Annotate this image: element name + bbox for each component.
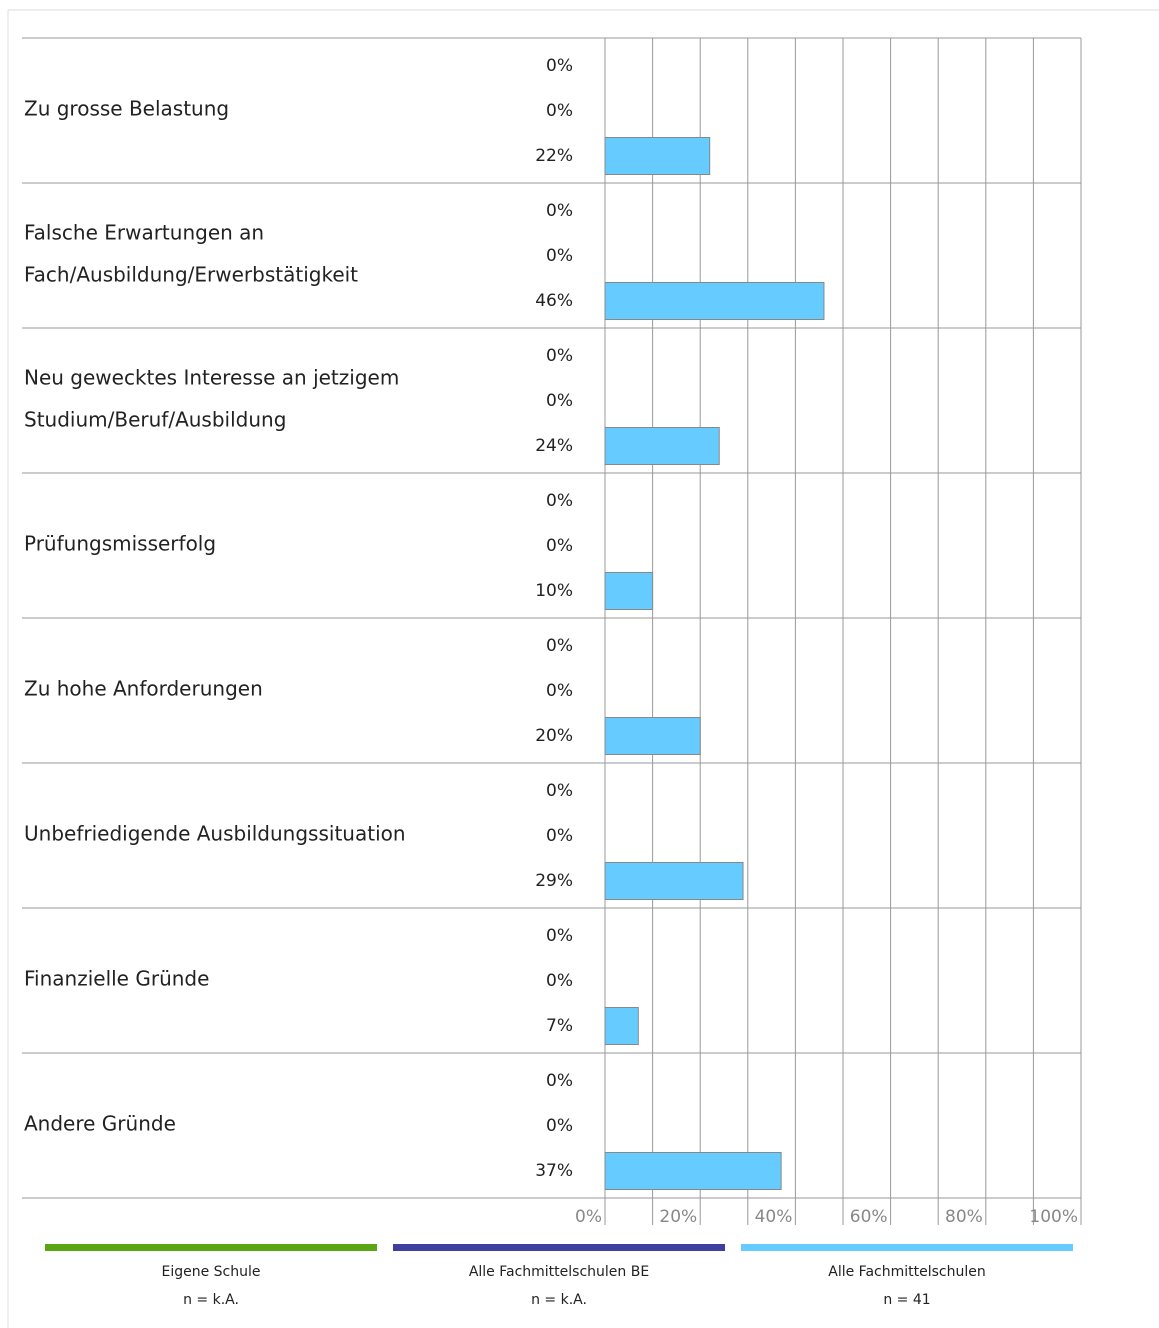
legend-label: Alle Fachmittelschulen xyxy=(828,1264,985,1280)
legend-swatch xyxy=(741,1244,1073,1251)
category-label: Zu hohe Anforderungen xyxy=(24,677,263,701)
x-tick-label: 20% xyxy=(659,1207,697,1227)
value-label: 0% xyxy=(546,681,573,701)
value-label: 37% xyxy=(535,1161,573,1181)
value-label: 10% xyxy=(535,581,573,601)
bar xyxy=(604,862,744,900)
value-label: 0% xyxy=(546,246,573,266)
value-label: 0% xyxy=(546,346,573,366)
bar xyxy=(604,717,701,755)
value-label: 0% xyxy=(546,56,573,76)
legend-swatch xyxy=(45,1244,377,1251)
category-label: Neu gewecktes Interesse an jetzigem xyxy=(24,366,399,390)
category-label: Studium/Beruf/Ausbildung xyxy=(24,408,286,432)
x-tick-label: 60% xyxy=(850,1207,888,1227)
legend-n: n = 41 xyxy=(883,1292,930,1308)
legend-label: Eigene Schule xyxy=(161,1264,260,1280)
category-label: Unbefriedigende Ausbildungssituation xyxy=(24,822,406,846)
legend-swatch xyxy=(393,1244,725,1251)
x-tick-label: 100% xyxy=(1029,1207,1078,1227)
value-label: 0% xyxy=(546,926,573,946)
value-label: 0% xyxy=(546,1071,573,1091)
x-tick-label: 40% xyxy=(755,1207,793,1227)
bar xyxy=(604,427,720,465)
value-label: 0% xyxy=(546,1116,573,1136)
value-label: 0% xyxy=(546,201,573,221)
value-label: 0% xyxy=(546,971,573,991)
bar xyxy=(604,1007,639,1045)
x-tick-label: 0% xyxy=(575,1207,602,1227)
category-label: Fach/Ausbildung/Erwerbstätigkeit xyxy=(24,263,358,287)
value-label: 0% xyxy=(546,781,573,801)
category-label: Prüfungsmisserfolg xyxy=(24,532,216,556)
category-label: Andere Gründe xyxy=(24,1112,176,1136)
value-label: 0% xyxy=(546,826,573,846)
value-label: 29% xyxy=(535,871,573,891)
value-label: 7% xyxy=(546,1016,573,1036)
legend-label: Alle Fachmittelschulen BE xyxy=(469,1264,649,1280)
bar xyxy=(604,137,711,175)
value-label: 0% xyxy=(546,536,573,556)
value-label: 22% xyxy=(535,146,573,166)
x-tick-label: 80% xyxy=(945,1207,983,1227)
value-label: 0% xyxy=(546,491,573,511)
value-label: 0% xyxy=(546,636,573,656)
legend-n: n = k.A. xyxy=(531,1292,587,1308)
bar xyxy=(604,572,654,610)
legend-n: n = k.A. xyxy=(183,1292,239,1308)
value-label: 20% xyxy=(535,726,573,746)
value-label: 24% xyxy=(535,436,573,456)
category-label: Finanzielle Gründe xyxy=(24,967,209,991)
value-label: 0% xyxy=(546,391,573,411)
bar xyxy=(604,1152,782,1190)
value-label: 46% xyxy=(535,291,573,311)
value-label: 0% xyxy=(546,101,573,121)
bar xyxy=(604,282,825,320)
category-label: Falsche Erwartungen an xyxy=(24,221,264,245)
category-label: Zu grosse Belastung xyxy=(24,97,229,121)
